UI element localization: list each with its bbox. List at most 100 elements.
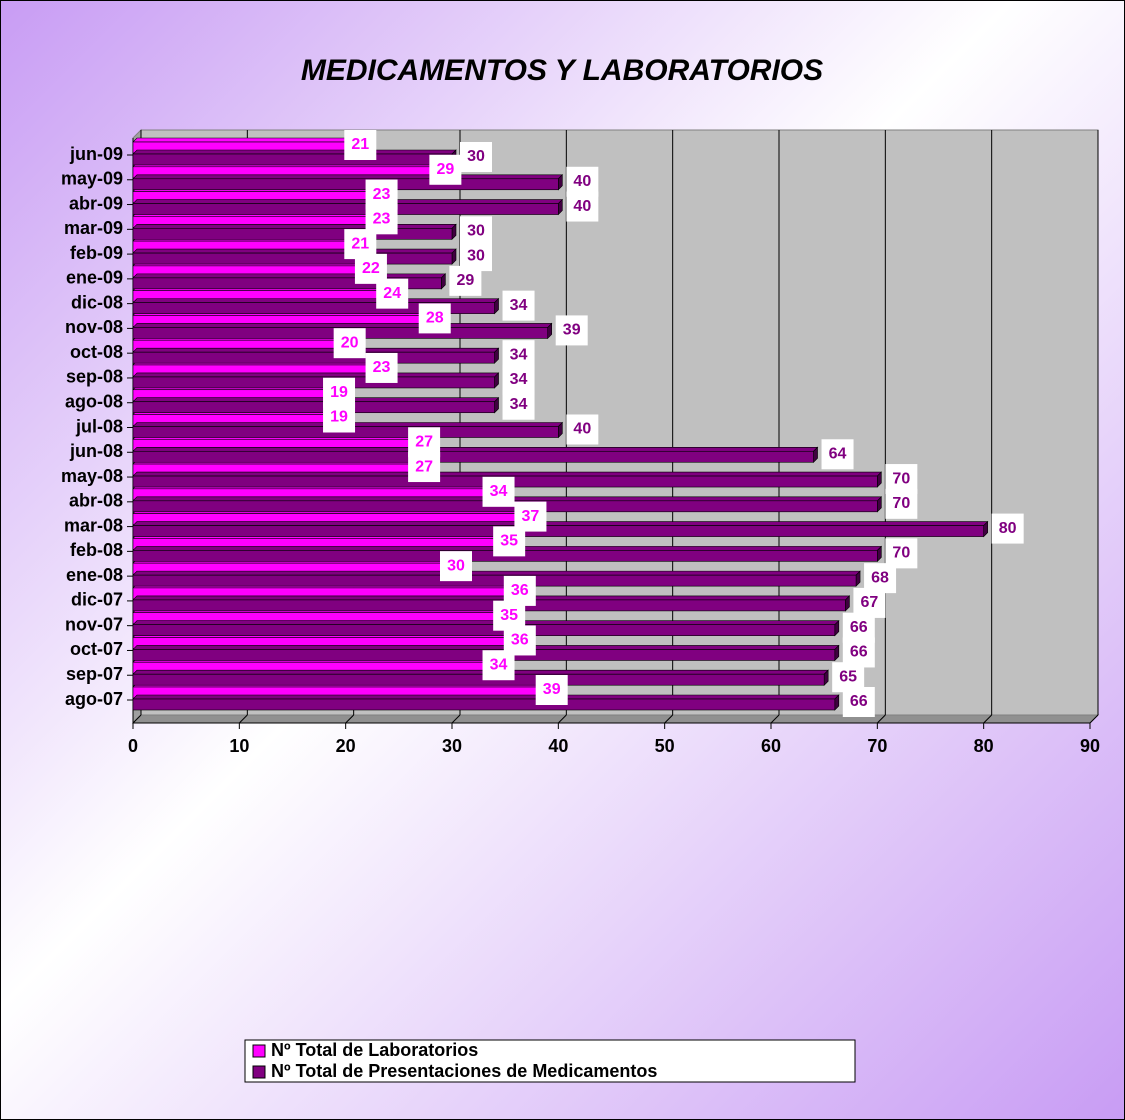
data-label: 36 bbox=[511, 582, 529, 599]
data-label: 40 bbox=[573, 421, 591, 438]
bar-top bbox=[132, 174, 564, 180]
legend-label: Nº Total de Presentaciones de Medicament… bbox=[271, 1061, 657, 1081]
data-label-box bbox=[493, 526, 526, 557]
y-tick-label: dic-07 bbox=[71, 590, 123, 610]
y-tick-label: jul-08 bbox=[75, 416, 123, 436]
data-label: 34 bbox=[510, 297, 528, 314]
data-label: 70 bbox=[892, 545, 910, 562]
bar bbox=[132, 351, 495, 364]
bar-top bbox=[132, 669, 829, 675]
data-label: 34 bbox=[490, 656, 508, 673]
floor-line bbox=[345, 714, 355, 724]
bar-top bbox=[132, 347, 500, 353]
data-label: 27 bbox=[415, 458, 433, 475]
legend-swatch bbox=[252, 1044, 266, 1058]
y-tick-label: nov-08 bbox=[65, 317, 123, 337]
data-label-box bbox=[429, 154, 462, 185]
bar-top bbox=[132, 620, 840, 625]
bar bbox=[132, 252, 453, 265]
floor-line bbox=[557, 714, 567, 724]
bar-top bbox=[132, 323, 553, 328]
y-tick-label: feb-08 bbox=[70, 540, 123, 560]
data-label-box bbox=[408, 452, 441, 483]
data-label-box bbox=[460, 142, 492, 172]
data-label: 30 bbox=[467, 148, 485, 165]
data-label: 34 bbox=[510, 371, 528, 388]
legend bbox=[244, 1039, 856, 1083]
y-tick-label: oct-08 bbox=[70, 342, 123, 362]
bar-top bbox=[132, 471, 883, 477]
data-label: 22 bbox=[362, 260, 380, 277]
data-label: 39 bbox=[543, 681, 561, 698]
bar bbox=[132, 599, 846, 612]
legend-swatch bbox=[252, 1065, 266, 1079]
data-label: 39 bbox=[563, 322, 581, 339]
bar-top bbox=[132, 298, 500, 303]
data-label: 27 bbox=[415, 433, 433, 450]
data-label: 30 bbox=[447, 557, 465, 574]
bar-top bbox=[132, 645, 840, 650]
y-tick-label: oct-07 bbox=[70, 639, 123, 659]
data-label: 80 bbox=[999, 520, 1017, 537]
bar bbox=[132, 228, 453, 240]
data-label-box bbox=[323, 402, 356, 433]
data-label: 65 bbox=[839, 668, 857, 685]
bar bbox=[132, 673, 825, 686]
data-label-box bbox=[821, 439, 854, 470]
bar bbox=[132, 574, 857, 587]
bar-top bbox=[132, 397, 500, 403]
chart-title: MEDICAMENTOS Y LABORATORIOS bbox=[301, 54, 823, 87]
data-label: 64 bbox=[829, 445, 847, 462]
floor-line bbox=[664, 714, 674, 724]
data-label-box bbox=[482, 476, 515, 507]
bar bbox=[132, 698, 836, 711]
data-label: 67 bbox=[861, 594, 879, 611]
x-tick-label: 50 bbox=[655, 736, 675, 756]
data-label: 29 bbox=[436, 161, 454, 178]
data-label-box bbox=[555, 315, 588, 346]
data-label-box bbox=[449, 265, 482, 296]
bar-top bbox=[132, 372, 500, 378]
data-label: 20 bbox=[341, 334, 359, 351]
data-label: 23 bbox=[373, 211, 391, 228]
data-label-box bbox=[991, 513, 1024, 544]
x-tick-label: 0 bbox=[128, 736, 138, 756]
bar bbox=[132, 525, 984, 537]
bar bbox=[132, 178, 559, 191]
floor-line bbox=[983, 714, 993, 724]
data-label: 21 bbox=[351, 235, 369, 252]
data-label-box bbox=[344, 130, 377, 160]
data-label: 70 bbox=[892, 495, 910, 512]
bar-top bbox=[132, 137, 362, 143]
data-label: 70 bbox=[892, 470, 910, 487]
bar bbox=[132, 450, 814, 463]
x-tick-label: 20 bbox=[336, 736, 356, 756]
data-label-box bbox=[333, 328, 366, 359]
data-label-box bbox=[566, 191, 599, 222]
data-label: 19 bbox=[330, 384, 348, 401]
floor-line bbox=[876, 714, 886, 724]
bar-top bbox=[132, 248, 457, 254]
data-label: 37 bbox=[522, 508, 540, 525]
x-tick-label: 80 bbox=[974, 736, 994, 756]
data-label: 66 bbox=[850, 693, 868, 710]
bar bbox=[132, 624, 836, 636]
bar bbox=[132, 376, 495, 389]
data-label-box bbox=[502, 290, 535, 321]
x-tick-label: 90 bbox=[1080, 736, 1100, 756]
bar-top bbox=[132, 273, 447, 279]
y-tick-label: ene-09 bbox=[66, 268, 123, 288]
data-label-box bbox=[376, 278, 409, 309]
data-label-box bbox=[535, 675, 568, 705]
legend-label: Nº Total de Laboratorios bbox=[271, 1040, 478, 1060]
bar-top bbox=[132, 694, 840, 700]
bar-top bbox=[132, 595, 851, 601]
y-tick-label: mar-09 bbox=[64, 218, 123, 238]
y-tick-label: feb-09 bbox=[70, 243, 123, 263]
bar bbox=[132, 302, 495, 314]
data-label: 30 bbox=[467, 247, 485, 264]
bar-top bbox=[132, 446, 819, 452]
data-label: 24 bbox=[383, 285, 401, 302]
floor bbox=[131, 714, 1100, 724]
data-label: 66 bbox=[850, 644, 868, 661]
